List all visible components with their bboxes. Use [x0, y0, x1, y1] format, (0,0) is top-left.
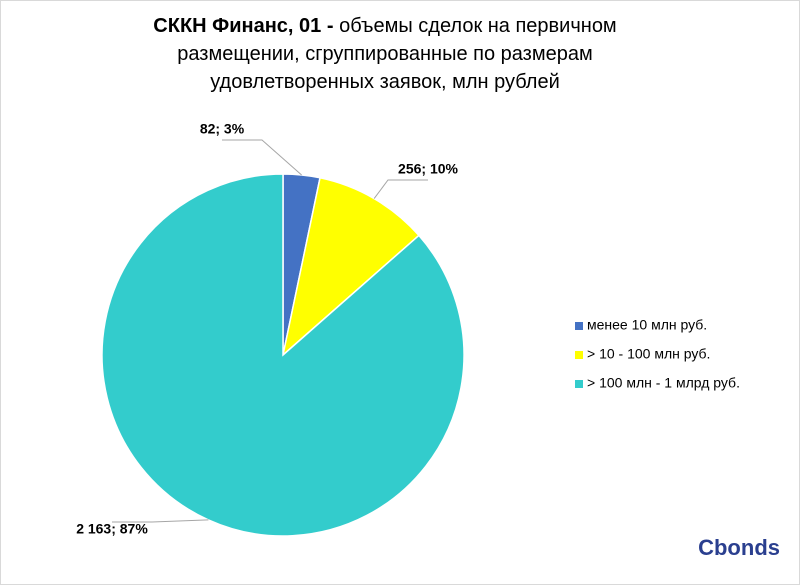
- leader-line: [112, 519, 209, 523]
- legend-swatch: [575, 322, 583, 330]
- leader-line: [222, 139, 302, 176]
- pie-slice: [101, 173, 465, 537]
- title-bold: СККН Финанс, 01 -: [153, 15, 333, 37]
- data-label: 256; 10%: [398, 161, 458, 177]
- legend-label: > 100 млн - 1 млрд руб.: [587, 375, 740, 391]
- pie-slice: [281, 176, 420, 358]
- watermark: Cbonds: [698, 535, 780, 560]
- title-part: объемы сделок на первичном: [339, 15, 617, 37]
- legend-label: менее 10 млн руб.: [587, 317, 707, 333]
- leader-line: [373, 179, 428, 199]
- chart-title: СККН Финанс, 01 - объемы сделок на перви…: [153, 15, 616, 37]
- title-line: удовлетворенных заявок, млн рублей: [210, 71, 560, 93]
- legend-swatch: [575, 380, 583, 388]
- data-label: 2 163; 87%: [76, 521, 148, 537]
- title-line: размещении, сгруппированные по размерам: [177, 43, 592, 65]
- legend-swatch: [575, 351, 583, 359]
- legend-label: > 10 - 100 млн руб.: [587, 346, 710, 362]
- data-label: 82; 3%: [200, 121, 245, 137]
